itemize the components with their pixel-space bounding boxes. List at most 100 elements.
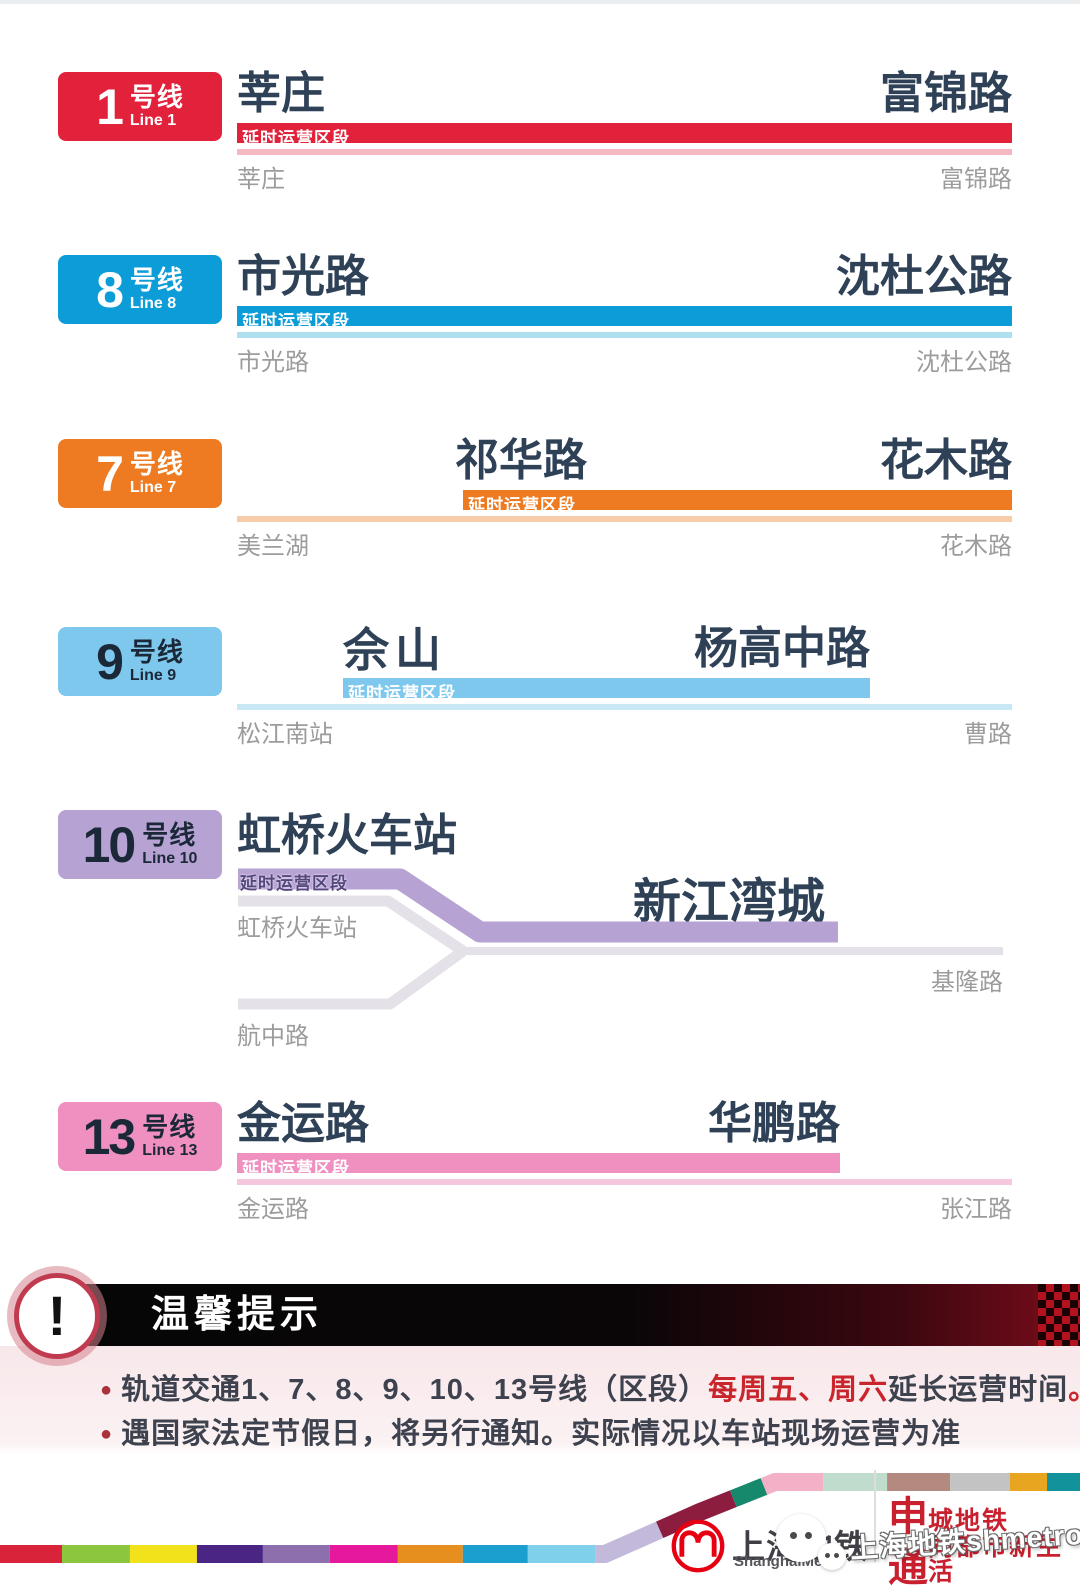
exclamation-glyph: ! — [47, 1284, 67, 1347]
line-13-row: 13 号线 Line 13 金运路 华鹏路 延时运营区段 金运路 张江路 — [0, 1098, 1080, 1260]
stripe-segment — [0, 1473, 1080, 1563]
shanghai-metro-logo-icon — [671, 1519, 725, 1573]
line-8-row: 8 号线 Line 8 市光路 沈杜公路 延时运营区段 市光路 沈杜公路 — [0, 251, 1080, 437]
notice-title: 温馨提示 — [151, 1294, 324, 1336]
full-line-bar — [237, 516, 1012, 522]
line-badge-side: 号线 Line 1 — [130, 84, 184, 129]
slogan-row-1: 申 城地铁 — [888, 1497, 1080, 1537]
slogan-row-2: 通 同都市新生活 — [888, 1533, 1080, 1590]
line-badge-side: 号线 Line 7 — [130, 451, 184, 496]
line-13-badge: 13 号线 Line 13 — [58, 1102, 222, 1171]
line-name-en: Line 1 — [129, 112, 177, 129]
line-10-badge: 10 号线 Line 10 — [58, 810, 222, 879]
notice-bullet-1: ● 轨道交通1、7、8、9、10、13号线（区段）每周五、周六延长运营时间。 — [100, 1366, 1080, 1408]
line-name-en: Line 13 — [142, 1142, 198, 1159]
terminus-label-right: 基隆路 — [931, 969, 1003, 996]
exclamation-icon: ! — [14, 1273, 100, 1359]
line-name-en: Line 10 — [142, 850, 198, 867]
extended-section-band — [238, 868, 838, 943]
terminus-label-left: 美兰湖 — [237, 533, 309, 560]
terminus-label-left: 莘庄 — [237, 166, 285, 193]
line-10-branch-diagram — [238, 868, 1003, 1010]
slogan-rest: 同都市新生活 — [928, 1533, 1064, 1586]
terminus-label-left: 虹桥火车站 — [237, 915, 357, 942]
bullet-dot: ● — [100, 1379, 114, 1401]
end-station-name: 花木路 — [880, 435, 1012, 486]
slogan-big-char: 申 — [888, 1495, 928, 1539]
section-end-station-name: 杨高中路 — [694, 623, 870, 674]
bullet-text: 轨道交通1、7、8、9、10、13号线（区段） — [121, 1374, 709, 1406]
branch-terminus-label: 航中路 — [237, 1023, 309, 1050]
start-station-name: 市光路 — [237, 251, 369, 302]
full-line-bar — [237, 704, 1012, 710]
footer-slogan: 申 城地铁 通 同都市新生活 — [888, 1497, 1080, 1590]
terminus-label-right: 花木路 — [940, 533, 1012, 560]
line-9-row: 9 号线 Line 9 佘山 杨高中路 延时运营区段 松江南站 曹路 — [0, 623, 1080, 808]
line-number: 7 — [96, 445, 124, 502]
line-suffix: 号线 — [129, 82, 184, 112]
terminus-label-right: 富锦路 — [940, 166, 1012, 193]
line-1-row: 1 号线 Line 1 莘庄 富锦路 延时运营区段 莘庄 富锦路 — [0, 68, 1080, 253]
line-number: 9 — [96, 633, 124, 690]
full-line-bar — [237, 1179, 1012, 1185]
line-number: 13 — [82, 1108, 137, 1165]
slogan-big-char: 通 — [888, 1546, 928, 1590]
line-1-badge: 1 号线 Line 1 — [58, 72, 222, 141]
full-line-branch-main — [238, 895, 467, 956]
terminus-label-right: 曹路 — [964, 721, 1012, 748]
extended-section-tag: 延时运营区段 — [242, 312, 350, 331]
line-badge-side: 号线 Line 9 — [130, 639, 184, 684]
slogan-rest: 城地铁 — [928, 1507, 1010, 1535]
line-suffix: 号线 — [129, 637, 184, 667]
line-10-row: 10 号线 Line 10 虹桥火车站 新江湾城 延时运营区段 虹桥火车站 基隆… — [0, 808, 1080, 1098]
line-badge-side: 号线 Line 13 — [142, 1114, 197, 1159]
footer — [0, 1450, 1080, 1590]
line-suffix: 号线 — [142, 820, 197, 850]
line-badge-side: 号线 Line 8 — [130, 267, 184, 312]
line-suffix: 号线 — [142, 1112, 197, 1142]
end-station-name: 沈杜公路 — [836, 251, 1012, 302]
line-name-en: Line 7 — [129, 479, 177, 496]
line-name-en: Line 9 — [129, 667, 177, 684]
line-suffix: 号线 — [129, 265, 184, 295]
extended-section-tag: 延时运营区段 — [242, 1159, 350, 1178]
extended-section-bar: 延时运营区段 — [237, 306, 1012, 331]
line-suffix: 号线 — [129, 449, 184, 479]
extended-section-tag: 延时运营区段 — [240, 874, 348, 893]
line-7-badge: 7 号线 Line 7 — [58, 439, 222, 508]
terminus-label-left: 松江南站 — [237, 721, 333, 748]
stripe-segment — [0, 1473, 1080, 1563]
line-number: 1 — [96, 78, 124, 135]
line-9-badge: 9 号线 Line 9 — [58, 627, 222, 696]
notice-bullet-2: ● 遇国家法定节假日，将另行通知。实际情况以车站现场运营为准 — [100, 1410, 1040, 1452]
start-station-name: 莘庄 — [237, 68, 325, 119]
section-end-station-name: 新江湾城 — [633, 874, 826, 930]
line-number: 10 — [82, 816, 137, 873]
extended-section-tag: 延时运营区段 — [468, 496, 576, 515]
extended-section-bar: 延时运营区段 — [237, 123, 1012, 148]
extended-section-tag: 延时运营区段 — [242, 129, 350, 148]
terminus-label-right: 沈杜公路 — [916, 349, 1012, 376]
bullet-text-red: 每周五、周六 — [708, 1374, 889, 1406]
line-name-en: Line 8 — [129, 295, 177, 312]
section-start-station-name: 祁华路 — [455, 435, 587, 486]
footer-divider — [874, 1470, 876, 1562]
stripe-segment — [0, 1473, 1080, 1563]
end-station-name: 富锦路 — [880, 68, 1012, 119]
terminus-label-left: 金运路 — [237, 1196, 309, 1223]
line-8-badge: 8 号线 Line 8 — [58, 255, 222, 324]
terminus-label-left: 市光路 — [237, 349, 309, 376]
start-station-name: 金运路 — [237, 1098, 369, 1149]
section-start-station-name: 佘山 — [343, 623, 447, 677]
section-end-station-name: 华鹏路 — [708, 1098, 840, 1149]
bullet-text: 遇国家法定节假日，将另行通知。实际情况以车站现场运营为准 — [121, 1418, 962, 1450]
bullet-dot: ● — [100, 1423, 114, 1445]
terminus-label-right: 张江路 — [940, 1196, 1012, 1223]
extended-section-bar: 延时运营区段 — [463, 490, 1012, 515]
section-start-station-name: 虹桥火车站 — [237, 810, 457, 861]
full-line-branch-lower — [238, 946, 467, 1010]
logo-text-en: ShanghaiMetro — [734, 1553, 843, 1570]
rainbow-route-stripe — [0, 1473, 1080, 1563]
extended-section-bar: 延时运营区段 — [343, 678, 870, 703]
